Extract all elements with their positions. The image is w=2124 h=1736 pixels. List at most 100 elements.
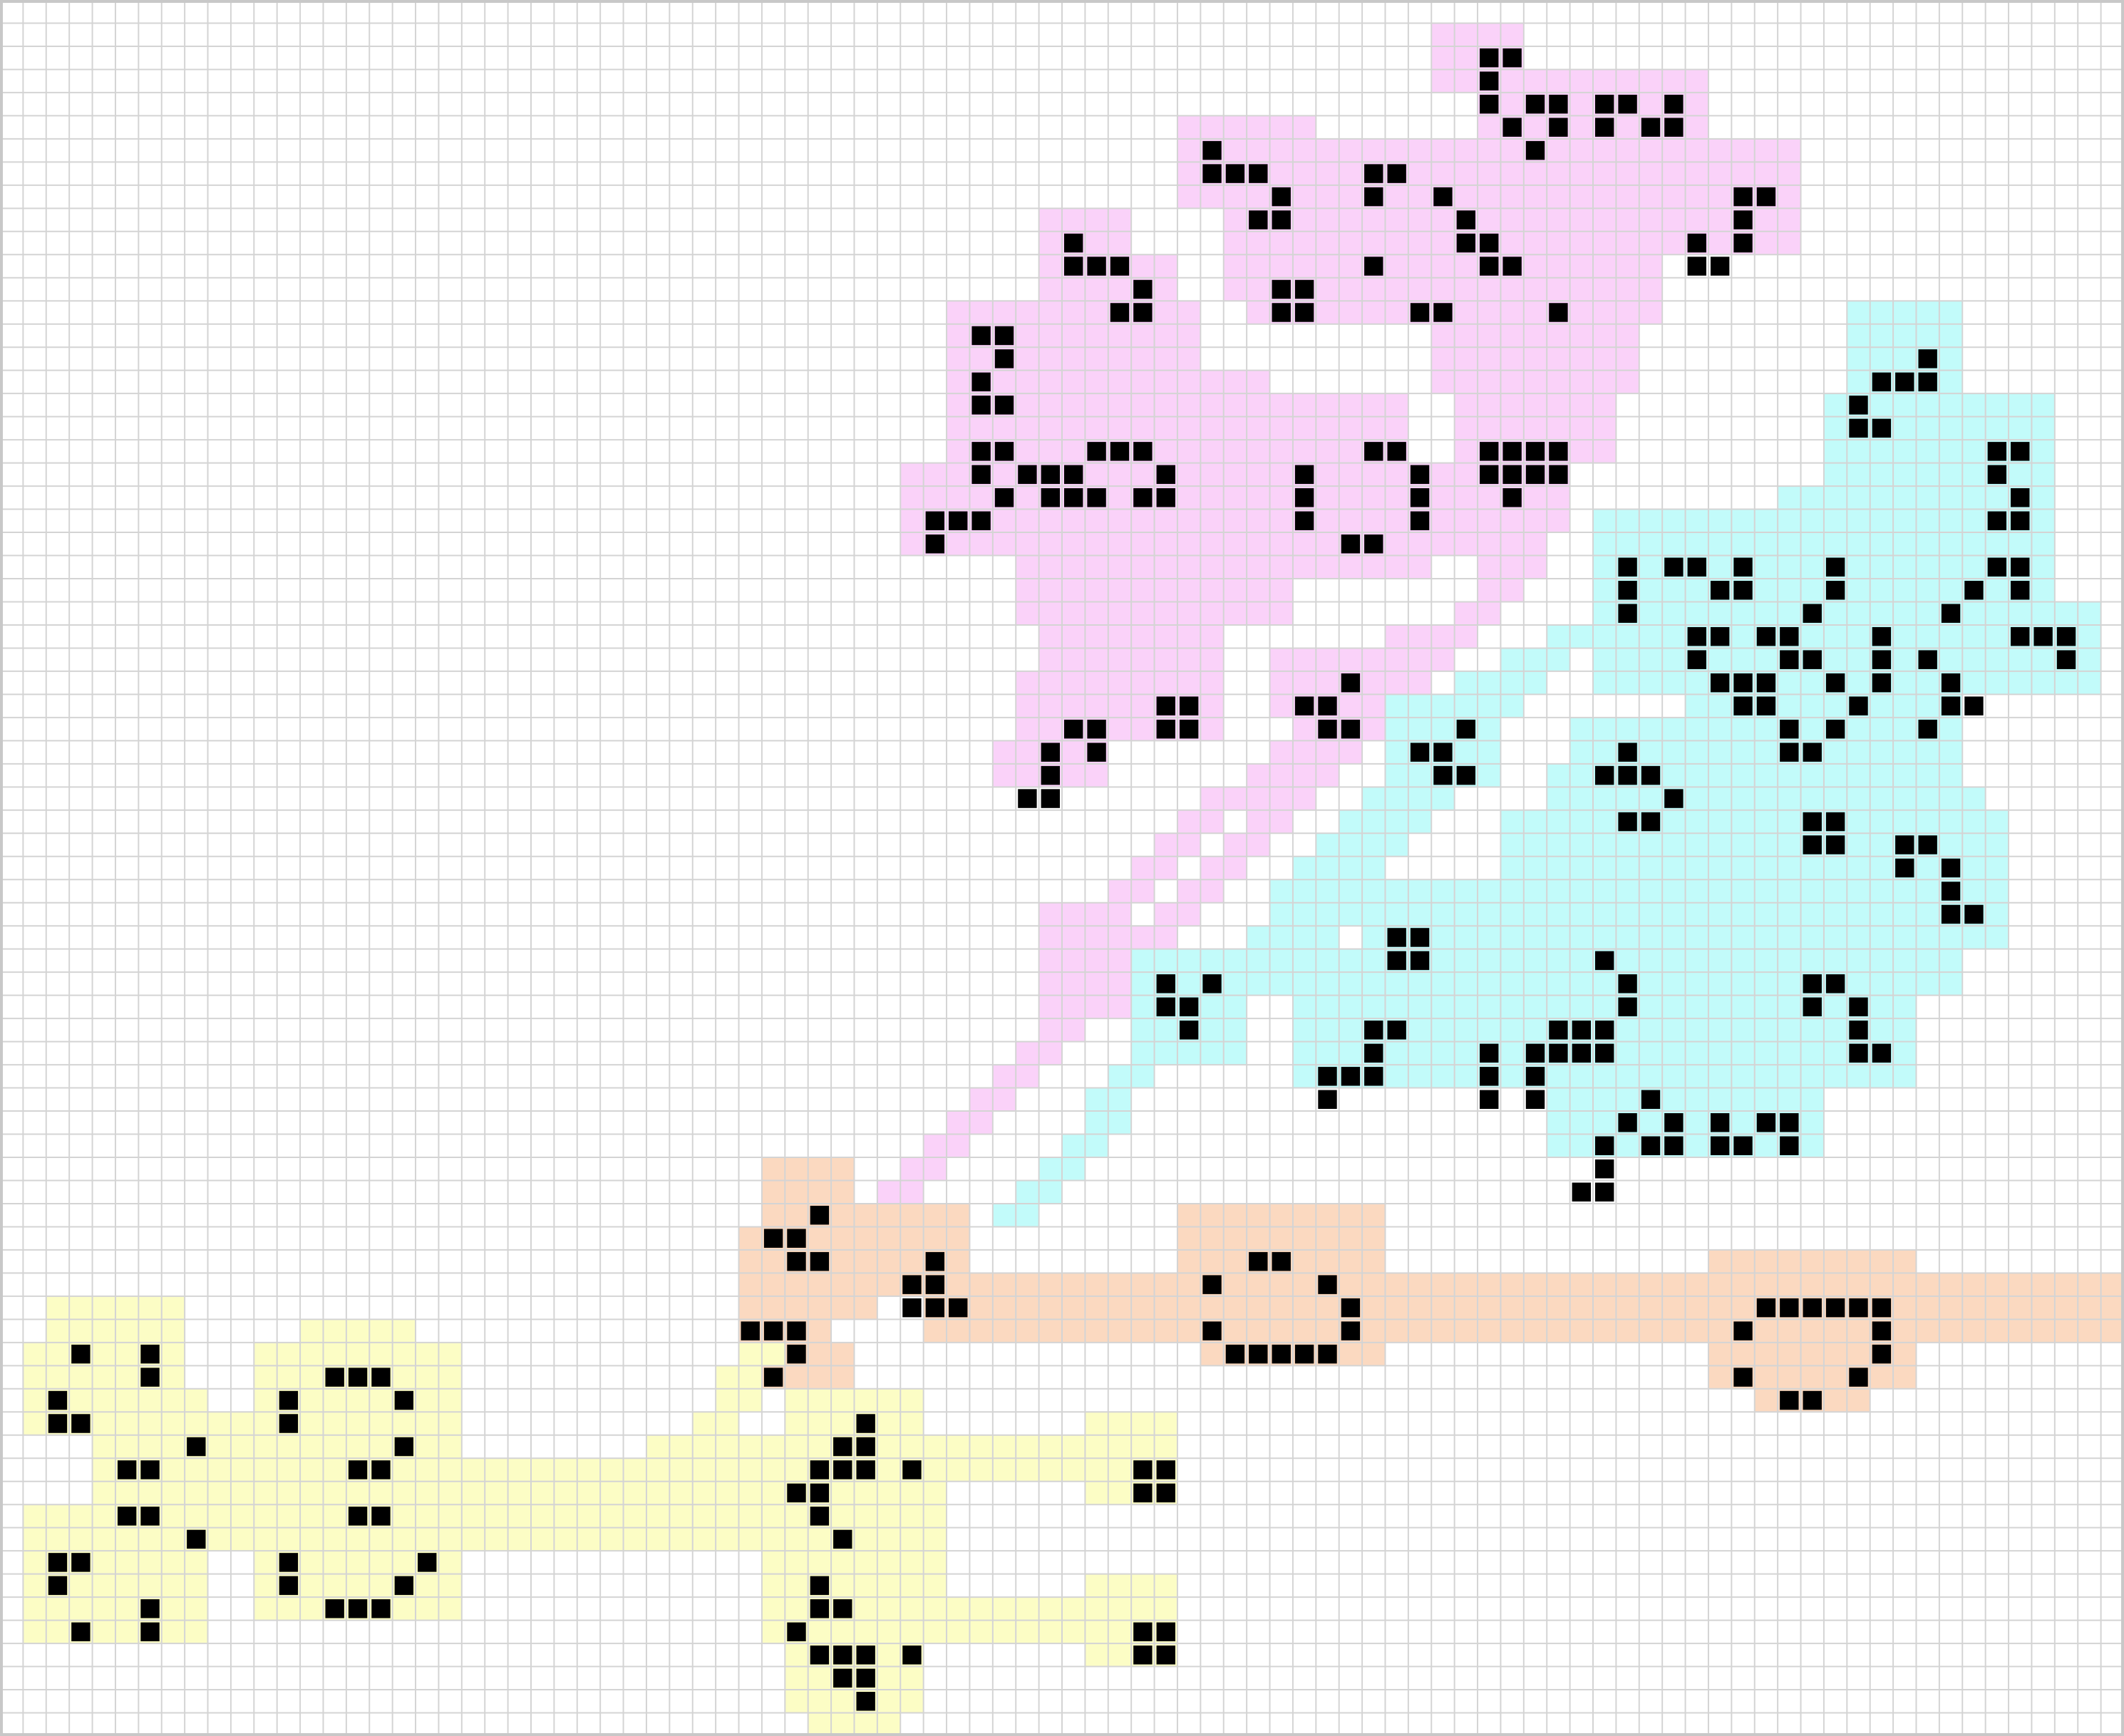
live-cell[interactable]	[787, 1344, 806, 1364]
live-cell[interactable]	[1941, 673, 1961, 693]
live-cell[interactable]	[810, 1507, 830, 1526]
live-cell[interactable]	[1202, 1275, 1222, 1294]
live-cell[interactable]	[1341, 673, 1361, 693]
live-cell[interactable]	[2011, 581, 2030, 600]
live-cell[interactable]	[1825, 581, 1845, 600]
live-cell[interactable]	[810, 1483, 830, 1503]
live-cell[interactable]	[1480, 1067, 1499, 1086]
live-cell[interactable]	[1780, 1113, 1799, 1132]
live-cell[interactable]	[1133, 1460, 1153, 1479]
live-cell[interactable]	[1595, 765, 1614, 785]
live-cell[interactable]	[1480, 1043, 1499, 1063]
live-cell[interactable]	[1825, 1298, 1845, 1318]
live-cell[interactable]	[1064, 233, 1083, 253]
live-cell[interactable]	[856, 1645, 875, 1665]
live-cell[interactable]	[48, 1390, 68, 1410]
live-cell[interactable]	[2056, 626, 2076, 646]
live-cell[interactable]	[1664, 94, 1684, 114]
live-cell[interactable]	[1733, 1321, 1753, 1340]
live-cell[interactable]	[1618, 604, 1637, 623]
live-cell[interactable]	[1803, 650, 1822, 669]
live-cell[interactable]	[1294, 488, 1314, 507]
live-cell[interactable]	[1364, 164, 1383, 183]
live-cell[interactable]	[348, 1507, 368, 1526]
live-cell[interactable]	[1410, 743, 1430, 762]
live-cell[interactable]	[1410, 951, 1430, 971]
live-cell[interactable]	[1595, 94, 1614, 114]
live-cell[interactable]	[1687, 626, 1706, 646]
live-cell[interactable]	[994, 488, 1014, 507]
live-cell[interactable]	[1456, 765, 1476, 785]
live-cell[interactable]	[1941, 696, 1961, 715]
live-cell[interactable]	[1133, 303, 1153, 322]
live-cell[interactable]	[1294, 511, 1314, 531]
live-cell[interactable]	[1156, 1483, 1175, 1503]
live-cell[interactable]	[1825, 974, 1845, 993]
live-cell[interactable]	[348, 1460, 368, 1479]
live-cell[interactable]	[994, 349, 1014, 368]
live-cell[interactable]	[1364, 442, 1383, 461]
live-cell[interactable]	[1756, 696, 1776, 715]
live-cell[interactable]	[1803, 1298, 1822, 1318]
live-cell[interactable]	[1364, 1043, 1383, 1063]
live-cell[interactable]	[1756, 1298, 1776, 1318]
live-cell[interactable]	[1502, 118, 1522, 137]
live-cell[interactable]	[71, 1414, 91, 1433]
live-cell[interactable]	[1525, 140, 1545, 160]
live-cell[interactable]	[1156, 1622, 1175, 1642]
live-cell[interactable]	[1387, 951, 1406, 971]
live-cell[interactable]	[1249, 1251, 1268, 1271]
live-cell[interactable]	[1664, 557, 1684, 577]
live-cell[interactable]	[1549, 1021, 1568, 1040]
live-cell[interactable]	[1941, 904, 1961, 924]
live-cell[interactable]	[71, 1622, 91, 1642]
live-cell[interactable]	[1641, 812, 1661, 832]
live-cell[interactable]	[1041, 465, 1060, 485]
live-cell[interactable]	[1179, 997, 1199, 1017]
live-cell[interactable]	[833, 1668, 852, 1688]
live-cell[interactable]	[1480, 442, 1499, 461]
live-cell[interactable]	[1318, 719, 1337, 739]
live-cell[interactable]	[1756, 187, 1776, 207]
live-cell[interactable]	[1872, 650, 1892, 669]
live-cell[interactable]	[1987, 442, 2007, 461]
live-cell[interactable]	[1733, 187, 1753, 207]
live-cell[interactable]	[1549, 94, 1568, 114]
live-cell[interactable]	[1156, 696, 1175, 715]
live-cell[interactable]	[1895, 835, 1914, 854]
live-cell[interactable]	[140, 1507, 160, 1526]
live-cell[interactable]	[1780, 626, 1799, 646]
live-cell[interactable]	[1156, 1645, 1175, 1665]
live-cell[interactable]	[1110, 442, 1130, 461]
live-cell[interactable]	[856, 1437, 875, 1457]
live-cell[interactable]	[1179, 719, 1199, 739]
live-cell[interactable]	[1849, 418, 1868, 438]
live-cell[interactable]	[1133, 488, 1153, 507]
live-cell[interactable]	[1041, 743, 1060, 762]
live-cell[interactable]	[1572, 1021, 1591, 1040]
live-cell[interactable]	[48, 1576, 68, 1596]
live-cell[interactable]	[1318, 1344, 1337, 1364]
live-cell[interactable]	[1525, 1090, 1545, 1110]
live-cell[interactable]	[1825, 835, 1845, 854]
live-cell[interactable]	[971, 442, 991, 461]
live-cell[interactable]	[1341, 1067, 1361, 1086]
live-cell[interactable]	[994, 326, 1014, 346]
live-cell[interactable]	[1549, 303, 1568, 322]
live-cell[interactable]	[1502, 442, 1522, 461]
live-cell[interactable]	[810, 1645, 830, 1665]
live-cell[interactable]	[1249, 210, 1268, 229]
live-cell[interactable]	[1387, 164, 1406, 183]
live-cell[interactable]	[71, 1344, 91, 1364]
live-cell[interactable]	[1433, 743, 1453, 762]
live-cell[interactable]	[1480, 257, 1499, 276]
live-cell[interactable]	[994, 396, 1014, 415]
live-cell[interactable]	[1849, 1043, 1868, 1063]
live-cell[interactable]	[1249, 164, 1268, 183]
live-cell[interactable]	[371, 1460, 391, 1479]
live-cell[interactable]	[1064, 465, 1083, 485]
live-cell[interactable]	[325, 1368, 344, 1387]
live-cell[interactable]	[1202, 1321, 1222, 1340]
live-cell[interactable]	[1502, 257, 1522, 276]
